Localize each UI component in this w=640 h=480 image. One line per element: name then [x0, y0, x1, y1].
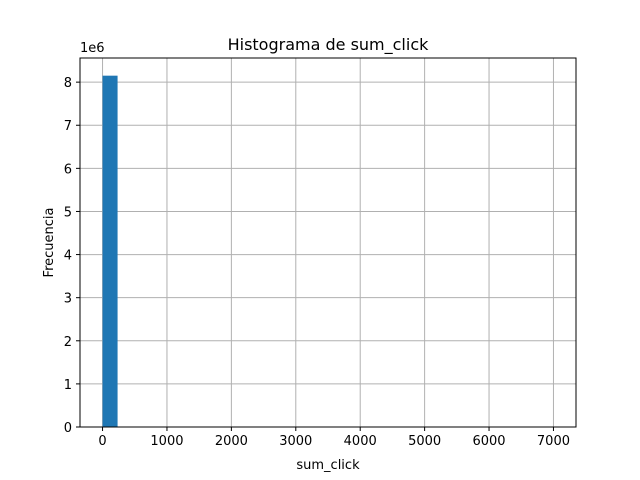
y-tick-label: 2 — [64, 335, 72, 350]
x-axis-label: sum_click — [296, 458, 360, 473]
y-tick-label: 1 — [64, 378, 72, 393]
x-tick-label: 6000 — [472, 434, 505, 449]
chart-title: Histograma de sum_click — [228, 35, 430, 55]
y-tick-label: 5 — [64, 205, 72, 220]
y-tick-label: 0 — [64, 421, 72, 436]
y-axis-ticks: 0 1 2 3 4 5 6 7 8 — [64, 76, 80, 436]
y-axis-offset-label: 1e6 — [80, 41, 105, 56]
y-tick-label: 8 — [64, 76, 72, 91]
x-tick-label: 5000 — [408, 434, 441, 449]
x-tick-label: 7000 — [537, 434, 570, 449]
x-tick-label: 4000 — [344, 434, 377, 449]
x-tick-label: 2000 — [215, 434, 248, 449]
x-tick-label: 0 — [98, 434, 106, 449]
x-axis-ticks: 0 1000 2000 3000 4000 5000 6000 7000 — [98, 427, 570, 449]
histogram-bar — [102, 75, 118, 427]
plot-area-frame — [79, 57, 577, 428]
y-axis-label: Frecuencia — [42, 208, 57, 278]
y-tick-label: 6 — [64, 162, 72, 177]
y-tick-label: 7 — [64, 119, 72, 134]
grid-lines — [80, 58, 576, 428]
x-tick-label: 1000 — [150, 434, 183, 449]
y-tick-label: 3 — [64, 292, 72, 307]
histogram-bars — [102, 75, 118, 427]
x-tick-label: 3000 — [279, 434, 312, 449]
y-tick-label: 4 — [64, 249, 72, 264]
